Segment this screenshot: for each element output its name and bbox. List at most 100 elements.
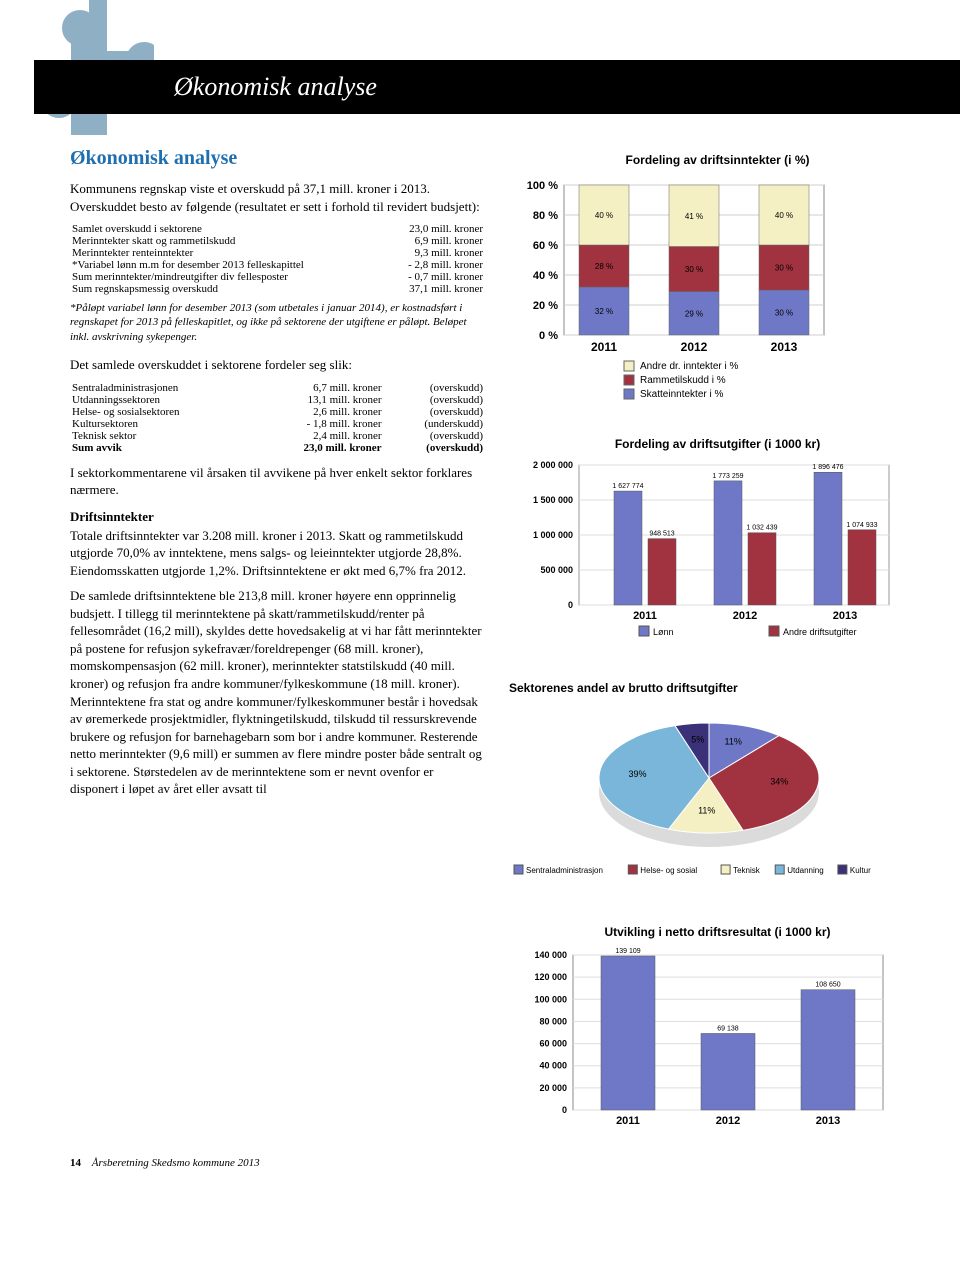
page-number: 14 bbox=[70, 1157, 81, 1169]
table-cell: - 2,8 mill. kroner bbox=[381, 259, 485, 271]
svg-text:Teknisk: Teknisk bbox=[733, 866, 761, 875]
table-cell: Sum avvik bbox=[70, 442, 251, 454]
table-cell: Sum merinntekter/mindreutgifter div fell… bbox=[70, 271, 381, 283]
svg-text:140 000: 140 000 bbox=[534, 950, 567, 960]
svg-text:69 138: 69 138 bbox=[717, 1025, 739, 1032]
svg-text:41 %: 41 % bbox=[685, 212, 703, 221]
table-cell: 6,7 mill. kroner bbox=[251, 382, 384, 394]
svg-text:60 %: 60 % bbox=[533, 240, 558, 252]
footnote: *Påløpt variabel lønn for desember 2013 … bbox=[70, 301, 485, 344]
svg-text:500 000: 500 000 bbox=[540, 565, 573, 575]
table-cell: Teknisk sektor bbox=[70, 430, 251, 442]
sector-table: Sentraladministrasjonen6,7 mill. kroner(… bbox=[70, 382, 485, 454]
svg-text:34%: 34% bbox=[770, 777, 788, 787]
intro-paragraph: Kommunens regnskap viste et overskudd på… bbox=[70, 180, 485, 215]
svg-text:Helse- og sosial: Helse- og sosial bbox=[640, 866, 697, 875]
table-cell: (overskudd) bbox=[384, 394, 486, 406]
svg-text:Andre driftsutgifter: Andre driftsutgifter bbox=[783, 627, 857, 637]
table-cell: Sentraladministrasjonen bbox=[70, 382, 251, 394]
svg-text:100 000: 100 000 bbox=[534, 994, 567, 1004]
svg-text:2012: 2012 bbox=[716, 1115, 740, 1127]
svg-text:1 773 259: 1 773 259 bbox=[712, 473, 743, 480]
page-footer: 14 Årsberetning Skedsmo kommune 2013 bbox=[70, 1157, 926, 1169]
table-cell: Merinntekter skatt og rammetilskudd bbox=[70, 235, 381, 247]
svg-text:1 896 476: 1 896 476 bbox=[812, 464, 843, 471]
svg-text:Andre dr. inntekter i %: Andre dr. inntekter i % bbox=[640, 361, 738, 372]
table-cell: Kultursektoren bbox=[70, 418, 251, 430]
svg-text:108 650: 108 650 bbox=[815, 982, 840, 989]
svg-text:Sentraladministrasjon: Sentraladministrasjon bbox=[526, 866, 603, 875]
table-cell: - 1,8 mill. kroner bbox=[251, 418, 384, 430]
chart-grouped-bar: 0500 0001 000 0001 500 0002 000 0001 627… bbox=[509, 459, 909, 659]
svg-text:Utdanning: Utdanning bbox=[787, 866, 823, 875]
table-cell: (overskudd) bbox=[384, 430, 486, 442]
svg-text:0 %: 0 % bbox=[539, 330, 558, 342]
svg-text:30 %: 30 % bbox=[775, 264, 793, 273]
table-cell: (overskudd) bbox=[384, 382, 486, 394]
svg-text:0: 0 bbox=[562, 1105, 567, 1115]
svg-text:29 %: 29 % bbox=[685, 309, 703, 318]
drifts-heading: Driftsinntekter bbox=[70, 509, 485, 525]
table-cell: Sum regnskapsmessig overskudd bbox=[70, 283, 381, 295]
svg-text:2013: 2013 bbox=[833, 610, 857, 622]
svg-text:30 %: 30 % bbox=[685, 265, 703, 274]
budget-table: Samlet overskudd i sektorene23,0 mill. k… bbox=[70, 223, 485, 295]
svg-text:1 032 439: 1 032 439 bbox=[746, 525, 777, 532]
table-cell: Samlet overskudd i sektorene bbox=[70, 223, 381, 235]
table-cell: 6,9 mill. kroner bbox=[381, 235, 485, 247]
chart1-title: Fordeling av driftsinntekter (i %) bbox=[509, 153, 926, 167]
svg-text:11%: 11% bbox=[725, 736, 742, 746]
drifts-p1: Totale driftsinntekter var 3.208 mill. k… bbox=[70, 527, 485, 580]
svg-text:80 %: 80 % bbox=[533, 210, 558, 222]
svg-text:40 %: 40 % bbox=[533, 270, 558, 282]
table-cell: Merinntekter renteinntekter bbox=[70, 247, 381, 259]
svg-text:40 %: 40 % bbox=[775, 211, 793, 220]
svg-text:Skatteinntekter i %: Skatteinntekter i % bbox=[640, 389, 723, 400]
svg-text:948 513: 948 513 bbox=[649, 531, 674, 538]
svg-text:2012: 2012 bbox=[681, 340, 708, 354]
svg-text:32 %: 32 % bbox=[595, 307, 613, 316]
svg-text:5%: 5% bbox=[691, 735, 704, 745]
svg-text:1 500 000: 1 500 000 bbox=[533, 495, 573, 505]
table-cell: 2,4 mill. kroner bbox=[251, 430, 384, 442]
chart-stacked-bar: 0 %20 %40 %60 %80 %100 %32 %28 %40 %2011… bbox=[509, 175, 909, 415]
table-cell: 13,1 mill. kroner bbox=[251, 394, 384, 406]
chart-bar: 020 00040 00060 00080 000100 000120 0001… bbox=[509, 947, 909, 1147]
svg-text:11%: 11% bbox=[698, 806, 715, 816]
svg-text:39%: 39% bbox=[629, 769, 647, 779]
chart4-title: Utvikling i netto driftsresultat (i 1000… bbox=[509, 925, 926, 939]
svg-text:40 %: 40 % bbox=[595, 211, 613, 220]
svg-text:2012: 2012 bbox=[733, 610, 757, 622]
svg-text:28 %: 28 % bbox=[595, 262, 613, 271]
table-cell: 37,1 mill. kroner bbox=[381, 283, 485, 295]
chart2-title: Fordeling av driftsutgifter (i 1000 kr) bbox=[509, 437, 926, 451]
svg-text:1 000 000: 1 000 000 bbox=[533, 530, 573, 540]
sector-heading: Det samlede overskuddet i sektorene ford… bbox=[70, 356, 485, 374]
svg-text:2013: 2013 bbox=[771, 340, 798, 354]
svg-text:120 000: 120 000 bbox=[534, 972, 567, 982]
table-cell: *Variabel lønn m.m for desember 2013 fel… bbox=[70, 259, 381, 271]
table-cell: Utdanningssektoren bbox=[70, 394, 251, 406]
svg-text:0: 0 bbox=[568, 600, 573, 610]
svg-text:20 %: 20 % bbox=[533, 300, 558, 312]
table-cell: (overskudd) bbox=[384, 406, 486, 418]
banner: Økonomisk analyse bbox=[34, 60, 960, 114]
svg-text:139 109: 139 109 bbox=[615, 948, 640, 955]
svg-text:2011: 2011 bbox=[616, 1115, 640, 1127]
drifts-p2: De samlede driftsinntektene ble 213,8 mi… bbox=[70, 587, 485, 798]
svg-text:Kultur: Kultur bbox=[850, 866, 871, 875]
chart3-title: Sektorenes andel av brutto driftsutgifte… bbox=[509, 681, 926, 695]
svg-text:1 074 933: 1 074 933 bbox=[846, 522, 877, 529]
sector-comment: I sektorkommentarene vil årsaken til avv… bbox=[70, 464, 485, 499]
table-cell: (overskudd) bbox=[384, 442, 486, 454]
section-title: Økonomisk analyse bbox=[70, 147, 485, 170]
table-cell: 23,0 mill. kroner bbox=[381, 223, 485, 235]
table-cell: 2,6 mill. kroner bbox=[251, 406, 384, 418]
svg-text:Rammetilskudd i %: Rammetilskudd i % bbox=[640, 375, 726, 386]
svg-text:60 000: 60 000 bbox=[539, 1039, 567, 1049]
table-cell: 23,0 mill. kroner bbox=[251, 442, 384, 454]
chart-pie: 11% 34% 11% 39% 5% Sentraladministrasjon Helse… bbox=[509, 703, 909, 903]
svg-text:80 000: 80 000 bbox=[539, 1016, 567, 1026]
banner-title: Økonomisk analyse bbox=[174, 72, 377, 102]
svg-text:Lønn: Lønn bbox=[653, 627, 674, 637]
